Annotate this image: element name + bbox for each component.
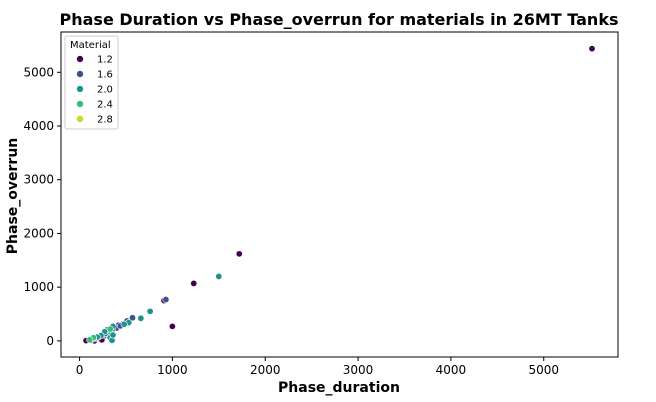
x-tick-label: 5000 xyxy=(528,363,559,377)
data-point-1.6 xyxy=(162,296,170,304)
chart-title: Phase Duration vs Phase_overrun for mate… xyxy=(60,10,619,29)
legend-label: 2.8 xyxy=(97,115,113,126)
plot-area xyxy=(60,31,619,358)
legend-marker-1.2 xyxy=(76,55,84,63)
legend-label: 1.6 xyxy=(97,70,113,81)
data-point-2.0 xyxy=(215,272,223,280)
legend-marker-2.8 xyxy=(76,115,84,123)
legend-marker-2.4 xyxy=(76,100,84,108)
data-point-1.6 xyxy=(128,314,136,322)
y-tick-label: 5000 xyxy=(23,65,54,79)
x-axis-label: Phase_duration xyxy=(278,380,400,396)
x-axis: 0 1000 2000 3000 4000 5000 xyxy=(76,357,559,377)
data-point-2.0 xyxy=(120,320,128,328)
data-point-1.2 xyxy=(168,322,176,330)
legend-label: 2.4 xyxy=(97,100,113,111)
legend-marker-2.0 xyxy=(76,85,84,93)
y-tick-label: 0 xyxy=(46,334,54,348)
data-point-2.0 xyxy=(146,307,154,315)
data-point-1.2 xyxy=(190,279,198,287)
legend-label: 1.2 xyxy=(97,55,113,66)
y-tick-label: 4000 xyxy=(23,119,54,133)
y-axis: 0 1000 2000 3000 4000 5000 xyxy=(23,65,61,348)
y-tick-label: 1000 xyxy=(23,280,54,294)
x-tick-label: 4000 xyxy=(436,363,467,377)
data-point-2.4 xyxy=(86,336,94,344)
data-point-1.2 xyxy=(588,45,596,53)
data-points xyxy=(82,45,596,345)
data-point-2.0 xyxy=(137,314,145,322)
legend-label: 2.0 xyxy=(97,85,113,96)
data-point-1.2 xyxy=(235,250,243,258)
x-tick-label: 3000 xyxy=(343,363,374,377)
y-tick-label: 2000 xyxy=(23,226,54,240)
legend-title: Material xyxy=(70,40,111,51)
y-tick-label: 3000 xyxy=(23,173,54,187)
x-tick-label: 1000 xyxy=(157,363,188,377)
legend-marker-1.6 xyxy=(76,70,84,78)
x-tick-label: 2000 xyxy=(250,363,281,377)
x-tick-label: 0 xyxy=(76,363,84,377)
y-axis-label: Phase_overrun xyxy=(5,138,21,254)
legend: Material 1.2 1.6 2.0 2.4 2.8 xyxy=(64,35,119,130)
data-point-2.0 xyxy=(109,331,117,339)
data-point-2.4 xyxy=(106,325,114,333)
